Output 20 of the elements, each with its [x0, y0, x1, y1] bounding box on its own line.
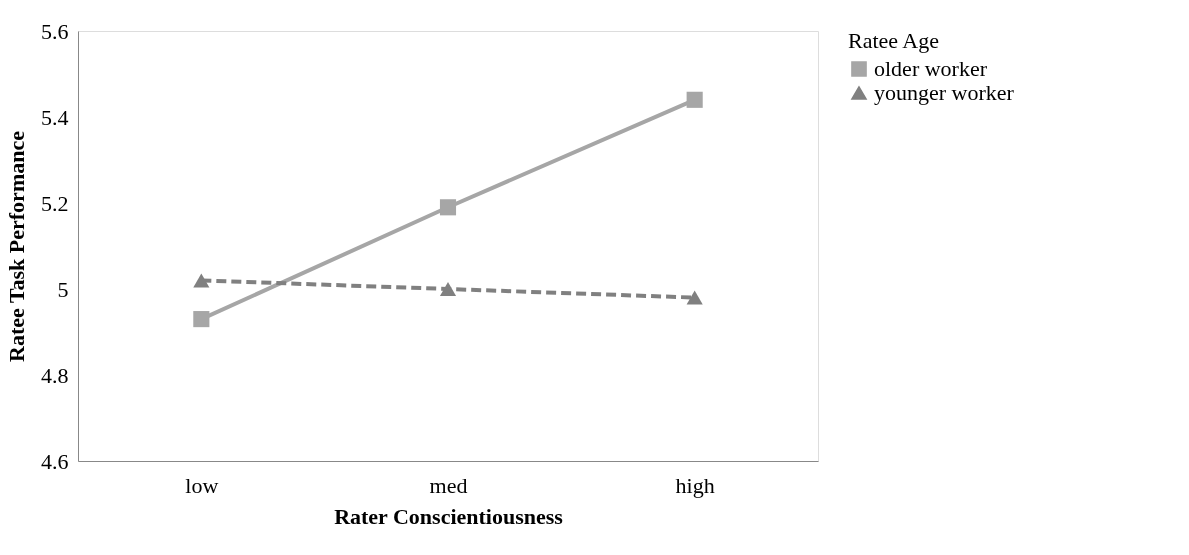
y-tick-label: 5.6: [41, 18, 69, 44]
legend-label: older worker: [874, 56, 988, 81]
y-tick-label: 4.8: [41, 362, 69, 388]
x-tick-label: high: [675, 472, 715, 498]
x-tick-label: low: [185, 472, 219, 498]
point: [686, 290, 703, 305]
x-axis-title: Rater Conscientiousness: [334, 503, 564, 529]
point: [686, 91, 703, 108]
y-tick-label: 5.4: [41, 104, 69, 130]
y-tick-label: 5.2: [41, 190, 69, 216]
x-tick-label: med: [429, 472, 468, 498]
point: [193, 311, 210, 328]
y-axis-title: Ratee Task Performance: [4, 130, 29, 362]
point: [193, 273, 210, 288]
legend-title: Ratee Age: [848, 28, 940, 53]
legend-label: younger worker: [874, 80, 1015, 105]
y-tick-label: 4.6: [41, 448, 69, 474]
y-tick-label: 5: [57, 276, 69, 302]
point: [439, 199, 457, 216]
point: [439, 282, 457, 296]
